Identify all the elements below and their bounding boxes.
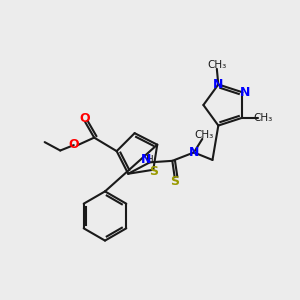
Text: N: N: [240, 86, 250, 99]
Text: N: N: [213, 78, 224, 91]
Text: H: H: [146, 155, 154, 165]
Text: CH₃: CH₃: [254, 113, 273, 123]
Text: S: S: [149, 165, 158, 178]
Text: N: N: [189, 146, 199, 159]
Text: S: S: [170, 175, 179, 188]
Text: CH₃: CH₃: [207, 60, 226, 70]
Text: CH₃: CH₃: [194, 130, 213, 140]
Text: O: O: [79, 112, 90, 124]
Text: N: N: [141, 153, 151, 167]
Text: O: O: [68, 138, 79, 151]
